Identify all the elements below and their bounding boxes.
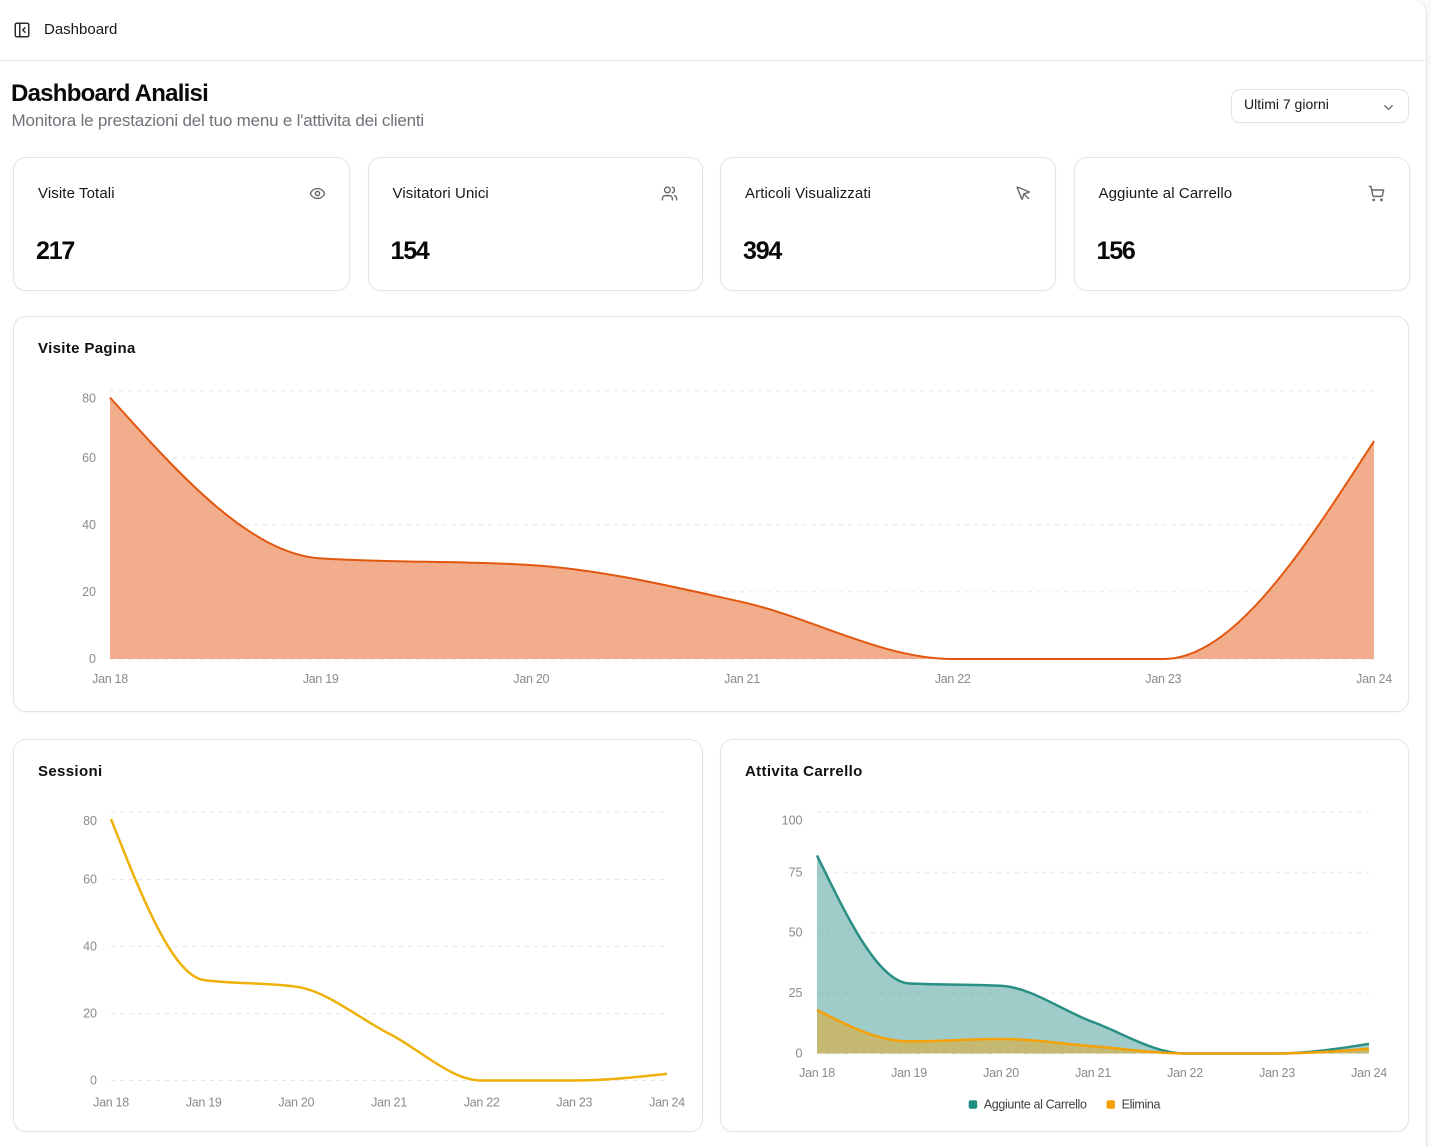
svg-text:80: 80 bbox=[83, 814, 97, 828]
svg-text:Jan 22: Jan 22 bbox=[1167, 1066, 1203, 1080]
svg-text:Jan 23: Jan 23 bbox=[556, 1095, 592, 1109]
svg-text:Jan 19: Jan 19 bbox=[186, 1095, 222, 1109]
svg-text:80: 80 bbox=[82, 392, 96, 406]
svg-text:Jan 21: Jan 21 bbox=[371, 1095, 407, 1109]
svg-text:Jan 18: Jan 18 bbox=[93, 1095, 129, 1109]
svg-text:Aggiunte al Carrello: Aggiunte al Carrello bbox=[984, 1097, 1087, 1111]
svg-text:50: 50 bbox=[789, 926, 803, 940]
svg-text:Jan 20: Jan 20 bbox=[983, 1066, 1019, 1080]
svg-text:Elimina: Elimina bbox=[1122, 1097, 1161, 1111]
svg-text:40: 40 bbox=[82, 518, 96, 532]
svg-text:Jan 24: Jan 24 bbox=[649, 1095, 685, 1109]
svg-text:0: 0 bbox=[89, 652, 96, 666]
svg-text:60: 60 bbox=[83, 873, 97, 887]
svg-text:40: 40 bbox=[83, 940, 97, 954]
svg-text:Jan 21: Jan 21 bbox=[1075, 1066, 1111, 1080]
svg-text:Jan 23: Jan 23 bbox=[1145, 672, 1181, 686]
svg-text:0: 0 bbox=[796, 1047, 803, 1061]
svg-text:25: 25 bbox=[789, 986, 803, 1000]
svg-text:20: 20 bbox=[82, 585, 96, 599]
svg-text:Jan 20: Jan 20 bbox=[278, 1095, 314, 1109]
svg-text:Jan 21: Jan 21 bbox=[724, 672, 760, 686]
svg-text:Jan 22: Jan 22 bbox=[935, 672, 971, 686]
svg-text:Jan 24: Jan 24 bbox=[1351, 1066, 1387, 1080]
svg-text:Jan 23: Jan 23 bbox=[1259, 1066, 1295, 1080]
svg-text:Jan 24: Jan 24 bbox=[1356, 672, 1392, 686]
svg-text:Jan 18: Jan 18 bbox=[799, 1066, 835, 1080]
svg-text:60: 60 bbox=[82, 451, 96, 465]
svg-text:20: 20 bbox=[83, 1007, 97, 1021]
svg-text:100: 100 bbox=[782, 813, 803, 827]
svg-text:Jan 22: Jan 22 bbox=[464, 1095, 500, 1109]
svg-text:Jan 19: Jan 19 bbox=[891, 1066, 927, 1080]
svg-text:0: 0 bbox=[90, 1074, 97, 1088]
svg-text:Jan 20: Jan 20 bbox=[513, 672, 549, 686]
svg-text:Jan 19: Jan 19 bbox=[303, 672, 339, 686]
svg-text:Jan 18: Jan 18 bbox=[92, 672, 128, 686]
svg-text:75: 75 bbox=[789, 865, 803, 879]
